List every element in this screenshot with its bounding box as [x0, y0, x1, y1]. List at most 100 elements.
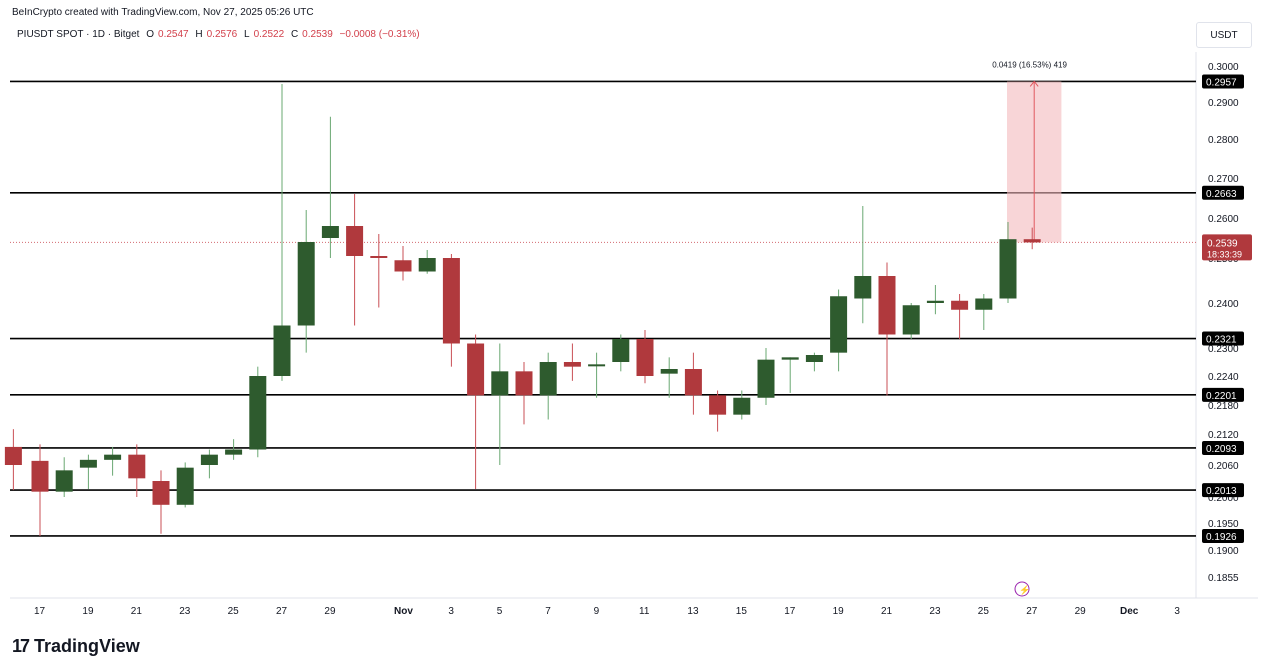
- measure-arrow-head: [1029, 80, 1039, 87]
- level-price-tag: [1202, 331, 1244, 346]
- x-tick-label: 21: [131, 606, 143, 617]
- x-tick-label: 23: [929, 606, 941, 617]
- x-tick-label: 19: [82, 606, 94, 617]
- candle-body: [128, 454, 146, 479]
- x-tick-label: 25: [228, 606, 240, 617]
- candle-body: [104, 454, 122, 460]
- level-price-tag: [1202, 528, 1244, 543]
- level-price-label: 0.2957: [1206, 77, 1237, 88]
- x-tick-label: 19: [833, 606, 845, 617]
- symbol-name[interactable]: PIUSDT SPOT · 1D · Bitget: [17, 29, 140, 40]
- last-price-label: 0.2539: [1207, 238, 1238, 249]
- open-value: 0.2547: [158, 29, 189, 40]
- x-tick-label: 9: [594, 606, 600, 617]
- measure-label: 0.0419 (16.53%) 419: [992, 60, 1067, 69]
- candle-body: [273, 325, 291, 376]
- countdown-label: 18:33:39: [1207, 249, 1242, 259]
- y-tick-label: 0.2700: [1208, 174, 1239, 185]
- x-tick-label: 15: [736, 606, 748, 617]
- candle-body: [951, 300, 969, 310]
- candle-body: [418, 258, 436, 272]
- y-tick-label: 0.2900: [1208, 98, 1239, 109]
- candle-body: [902, 305, 920, 335]
- candle-body: [321, 226, 339, 238]
- candle-body: [200, 454, 218, 465]
- candle-body: [31, 460, 49, 492]
- y-tick-label: 0.1950: [1208, 519, 1239, 530]
- level-price-label: 0.2201: [1206, 391, 1237, 402]
- candle-body: [176, 467, 194, 505]
- candle-body: [878, 276, 896, 335]
- candle-body: [370, 256, 388, 258]
- candle-body: [975, 298, 993, 310]
- y-tick-label: 0.2800: [1208, 135, 1239, 146]
- level-price-label: 0.2013: [1206, 486, 1237, 497]
- candle-body: [55, 470, 73, 492]
- low-label: L: [244, 29, 250, 40]
- candle-body: [491, 371, 509, 396]
- candle-body: [781, 357, 799, 360]
- x-tick-label: Dec: [1120, 606, 1139, 617]
- candle-body: [684, 369, 702, 396]
- candle-body: [442, 258, 460, 344]
- change-value: −0.0008 (−0.31%): [339, 29, 420, 40]
- x-tick-label: 25: [978, 606, 990, 617]
- y-tick-label: 0.1900: [1208, 546, 1239, 557]
- x-tick-label: 27: [276, 606, 288, 617]
- high-label: H: [195, 29, 203, 40]
- candle-body: [757, 359, 775, 398]
- tradingview-mark-icon: 17: [12, 636, 30, 656]
- x-tick-label: Nov: [394, 606, 413, 617]
- x-tick-label: 17: [34, 606, 46, 617]
- level-price-label: 0.2663: [1206, 189, 1237, 200]
- candle-body: [733, 397, 751, 415]
- candle-body: [563, 362, 581, 367]
- lightning-glyph: ⚡: [1019, 584, 1030, 596]
- low-value: 0.2522: [253, 29, 285, 40]
- candle-body: [926, 300, 944, 303]
- x-tick-label: 23: [179, 606, 191, 617]
- level-price-tag: [1202, 440, 1244, 455]
- candle-body: [467, 343, 485, 396]
- y-tick-label: 0.2400: [1208, 299, 1239, 310]
- y-tick-label: 0.2120: [1208, 430, 1239, 441]
- candle-body: [612, 339, 630, 362]
- close-value: 0.2539: [302, 29, 333, 40]
- candle-body: [805, 355, 823, 362]
- candle-body: [79, 459, 97, 468]
- high-value: 0.2576: [206, 29, 238, 40]
- candle-body: [636, 339, 654, 376]
- candle-body: [225, 449, 243, 455]
- currency-button[interactable]: USDT: [1196, 22, 1252, 48]
- chart-credit: BeInCrypto created with TradingView.com,…: [12, 7, 314, 18]
- candle-body: [4, 446, 22, 465]
- candle-body: [709, 395, 727, 415]
- y-tick-label: 0.2060: [1208, 461, 1239, 472]
- candle-body: [515, 371, 533, 396]
- level-price-label: 0.2321: [1206, 335, 1237, 346]
- y-tick-label: 0.2180: [1208, 401, 1239, 412]
- level-price-tag: [1202, 74, 1244, 89]
- close-label: C: [290, 29, 299, 40]
- x-tick-label: 3: [1174, 606, 1180, 617]
- level-price-tag: [1202, 387, 1244, 402]
- x-tick-label: 11: [639, 606, 650, 617]
- x-tick-label: 17: [784, 606, 796, 617]
- y-tick-label: 0.2000: [1208, 493, 1239, 504]
- x-tick-label: 13: [687, 606, 699, 617]
- x-tick-label: 27: [1026, 606, 1038, 617]
- candle-body: [297, 242, 315, 326]
- candle-body: [854, 276, 872, 299]
- x-tick-label: 3: [448, 606, 454, 617]
- x-tick-label: 5: [497, 606, 503, 617]
- y-tick-label: 0.3000: [1208, 62, 1239, 73]
- level-price-label: 0.2093: [1206, 444, 1237, 455]
- x-tick-label: 29: [324, 606, 336, 617]
- candle-body: [539, 362, 557, 396]
- lightning-icon: [1014, 581, 1030, 597]
- x-tick-label: 21: [881, 606, 893, 617]
- tradingview-wordmark: TradingView: [34, 636, 140, 656]
- last-price-tag: [1202, 234, 1252, 261]
- y-tick-label: 0.1855: [1208, 573, 1239, 584]
